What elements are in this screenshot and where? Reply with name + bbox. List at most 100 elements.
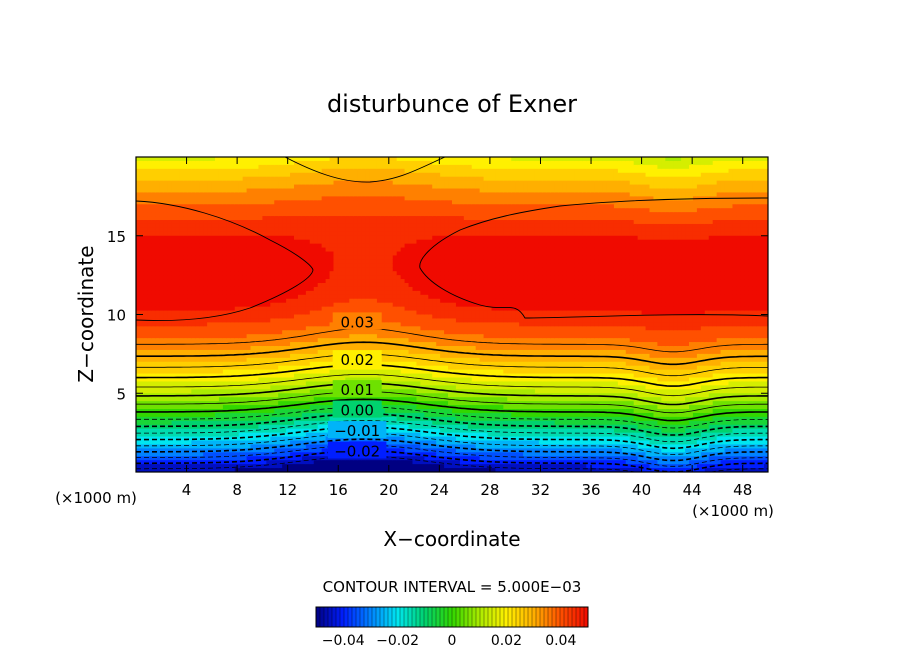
contour-cell	[191, 432, 196, 438]
contour-cell	[365, 302, 370, 308]
contour-cell	[286, 192, 291, 197]
contour-cell	[376, 231, 382, 237]
contour-cell	[183, 306, 188, 312]
contour-cell	[147, 365, 153, 371]
contour-cell	[274, 239, 279, 245]
contour-cell	[238, 444, 244, 449]
contour-cell	[179, 298, 184, 304]
contour-cell	[250, 342, 256, 347]
contour-cell	[242, 405, 248, 410]
contour-cell	[321, 369, 327, 375]
contour-cell	[151, 464, 157, 469]
contour-cell	[321, 357, 327, 363]
contour-cell	[215, 381, 220, 386]
contour-cell	[199, 290, 204, 296]
contour-cell	[301, 448, 307, 453]
contour-cell	[195, 456, 200, 461]
contour-cell	[218, 452, 224, 457]
contour-cell	[234, 342, 240, 347]
contour-cell	[282, 208, 287, 213]
contour-cell	[301, 204, 307, 209]
contour-cell	[262, 204, 267, 209]
contour-cell	[357, 176, 362, 182]
contour-cell	[321, 412, 327, 418]
contour-cell	[234, 314, 240, 320]
contour-cell	[278, 196, 283, 201]
contour-cell	[294, 204, 299, 209]
contour-cell	[246, 405, 252, 410]
contour-cell	[159, 223, 165, 229]
contour-cell	[215, 428, 220, 434]
contour-cell	[238, 357, 244, 363]
contour-cell	[136, 432, 141, 438]
contour-cell	[191, 279, 196, 284]
contour-cell	[218, 440, 224, 446]
contour-cell	[258, 208, 263, 213]
contour-cell	[211, 208, 216, 213]
contour-cell	[274, 192, 279, 197]
contour-cell	[136, 247, 141, 253]
contour-cell	[341, 286, 346, 292]
contour-cell	[136, 310, 141, 316]
contour-cell	[155, 204, 161, 209]
contour-cell	[353, 271, 358, 276]
contour-cell	[294, 235, 299, 241]
contour-cell	[286, 322, 291, 327]
contour-cell	[211, 397, 216, 402]
contour-cell	[199, 381, 204, 386]
contour-cell	[329, 223, 335, 229]
contour-cell	[238, 290, 244, 296]
contour-cell	[317, 353, 323, 359]
contour-cell	[159, 275, 165, 280]
contour-cell	[139, 180, 145, 186]
contour-cell	[290, 188, 295, 194]
contour-cell	[191, 298, 196, 304]
contour-cell	[179, 314, 184, 320]
contour-cell	[203, 196, 208, 201]
contour-cell	[337, 157, 342, 162]
contour-cell	[230, 393, 236, 398]
contour-cell	[254, 184, 260, 190]
contour-cell	[369, 212, 374, 217]
contour-cell	[325, 184, 331, 190]
contour-cell	[361, 369, 366, 375]
contour-cell	[211, 279, 216, 284]
contour-cell	[309, 322, 315, 327]
contour-cell	[317, 385, 323, 390]
contour-cell	[321, 314, 327, 320]
contour-cell	[317, 428, 323, 434]
contour-cell	[258, 283, 263, 288]
contour-cell	[337, 302, 342, 308]
contour-cell	[380, 286, 386, 292]
contour-cell	[329, 286, 335, 292]
contour-cell	[317, 267, 323, 272]
contour-cell	[317, 338, 323, 343]
contour-cell	[191, 373, 196, 379]
contour-cell	[325, 314, 331, 320]
contour-cell	[337, 263, 342, 268]
contour-cell	[226, 275, 232, 280]
contour-cell	[270, 302, 275, 308]
contour-cell	[242, 247, 248, 253]
contour-cell	[143, 275, 149, 280]
contour-cell	[278, 283, 283, 288]
contour-cell	[321, 251, 327, 257]
contour-cell	[290, 279, 295, 284]
contour-cell	[282, 420, 287, 426]
contour-cell	[238, 353, 244, 359]
contour-cell	[317, 409, 323, 414]
contour-cell	[349, 263, 354, 268]
contour-cell	[309, 409, 315, 414]
contour-cell	[301, 196, 307, 201]
contour-cell	[349, 456, 354, 461]
contour-cell	[290, 192, 295, 197]
contour-cell	[376, 267, 382, 272]
contour-cell	[325, 279, 331, 284]
contour-cell	[274, 259, 279, 264]
contour-cell	[187, 385, 192, 390]
contour-cell	[215, 397, 220, 402]
contour-cell	[171, 164, 177, 170]
contour-cell	[175, 294, 181, 300]
contour-cell	[242, 377, 248, 383]
contour-cell	[305, 369, 311, 375]
